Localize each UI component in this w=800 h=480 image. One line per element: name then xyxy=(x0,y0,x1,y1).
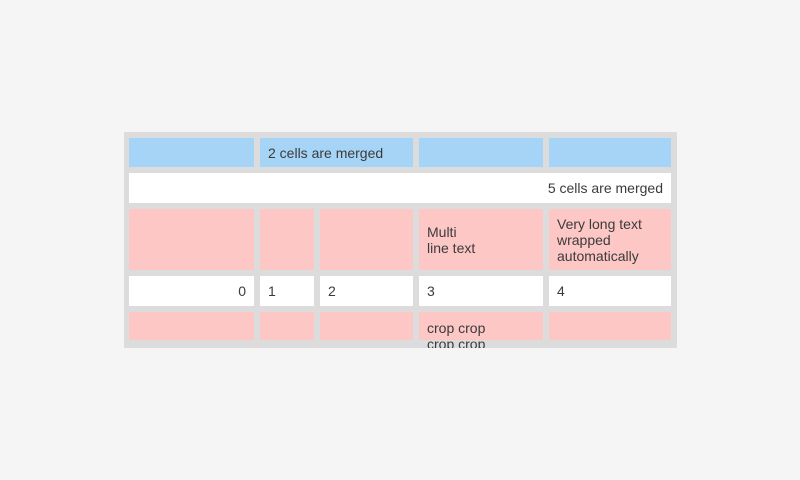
cell-pink-empty-r4-2[interactable] xyxy=(320,312,413,340)
table-row-values: 0 1 2 3 4 xyxy=(129,276,672,306)
cell-pink-empty-r4-0[interactable] xyxy=(129,312,254,340)
table-widget[interactable]: 2 cells are merged 5 cells are merged Mu… xyxy=(124,132,677,348)
cell-pink-empty-1[interactable] xyxy=(260,209,314,270)
cell-pink-empty-0[interactable] xyxy=(129,209,254,270)
cell-blue-empty-3[interactable] xyxy=(419,138,543,167)
cell-value-0[interactable]: 0 xyxy=(129,276,254,306)
cell-value-2[interactable]: 2 xyxy=(320,276,413,306)
cell-blue-empty-4[interactable] xyxy=(549,138,671,167)
table-row-header: 2 cells are merged xyxy=(129,138,672,167)
table-row-merged: 5 cells are merged xyxy=(129,173,672,203)
cell-value-3[interactable]: 3 xyxy=(419,276,543,306)
cell-pink-empty-r4-4[interactable] xyxy=(549,312,671,340)
cell-cropped-text[interactable]: crop crop crop crop xyxy=(419,312,543,348)
table-row-pink: Multi line text Very long text wrapped a… xyxy=(129,209,672,270)
table-row-cropped: crop crop crop crop xyxy=(129,312,672,348)
cell-wrapped-text[interactable]: Very long text wrapped automatically xyxy=(549,209,671,270)
cell-value-1[interactable]: 1 xyxy=(260,276,314,306)
cell-value-4[interactable]: 4 xyxy=(549,276,671,306)
cell-merged-5cols[interactable]: 5 cells are merged xyxy=(129,173,671,203)
cell-pink-empty-2[interactable] xyxy=(320,209,413,270)
cell-blue-empty-0[interactable] xyxy=(129,138,254,167)
cell-merged-2cols[interactable]: 2 cells are merged xyxy=(260,138,413,167)
cell-pink-empty-r4-1[interactable] xyxy=(260,312,314,340)
cell-multiline-text[interactable]: Multi line text xyxy=(419,209,543,270)
